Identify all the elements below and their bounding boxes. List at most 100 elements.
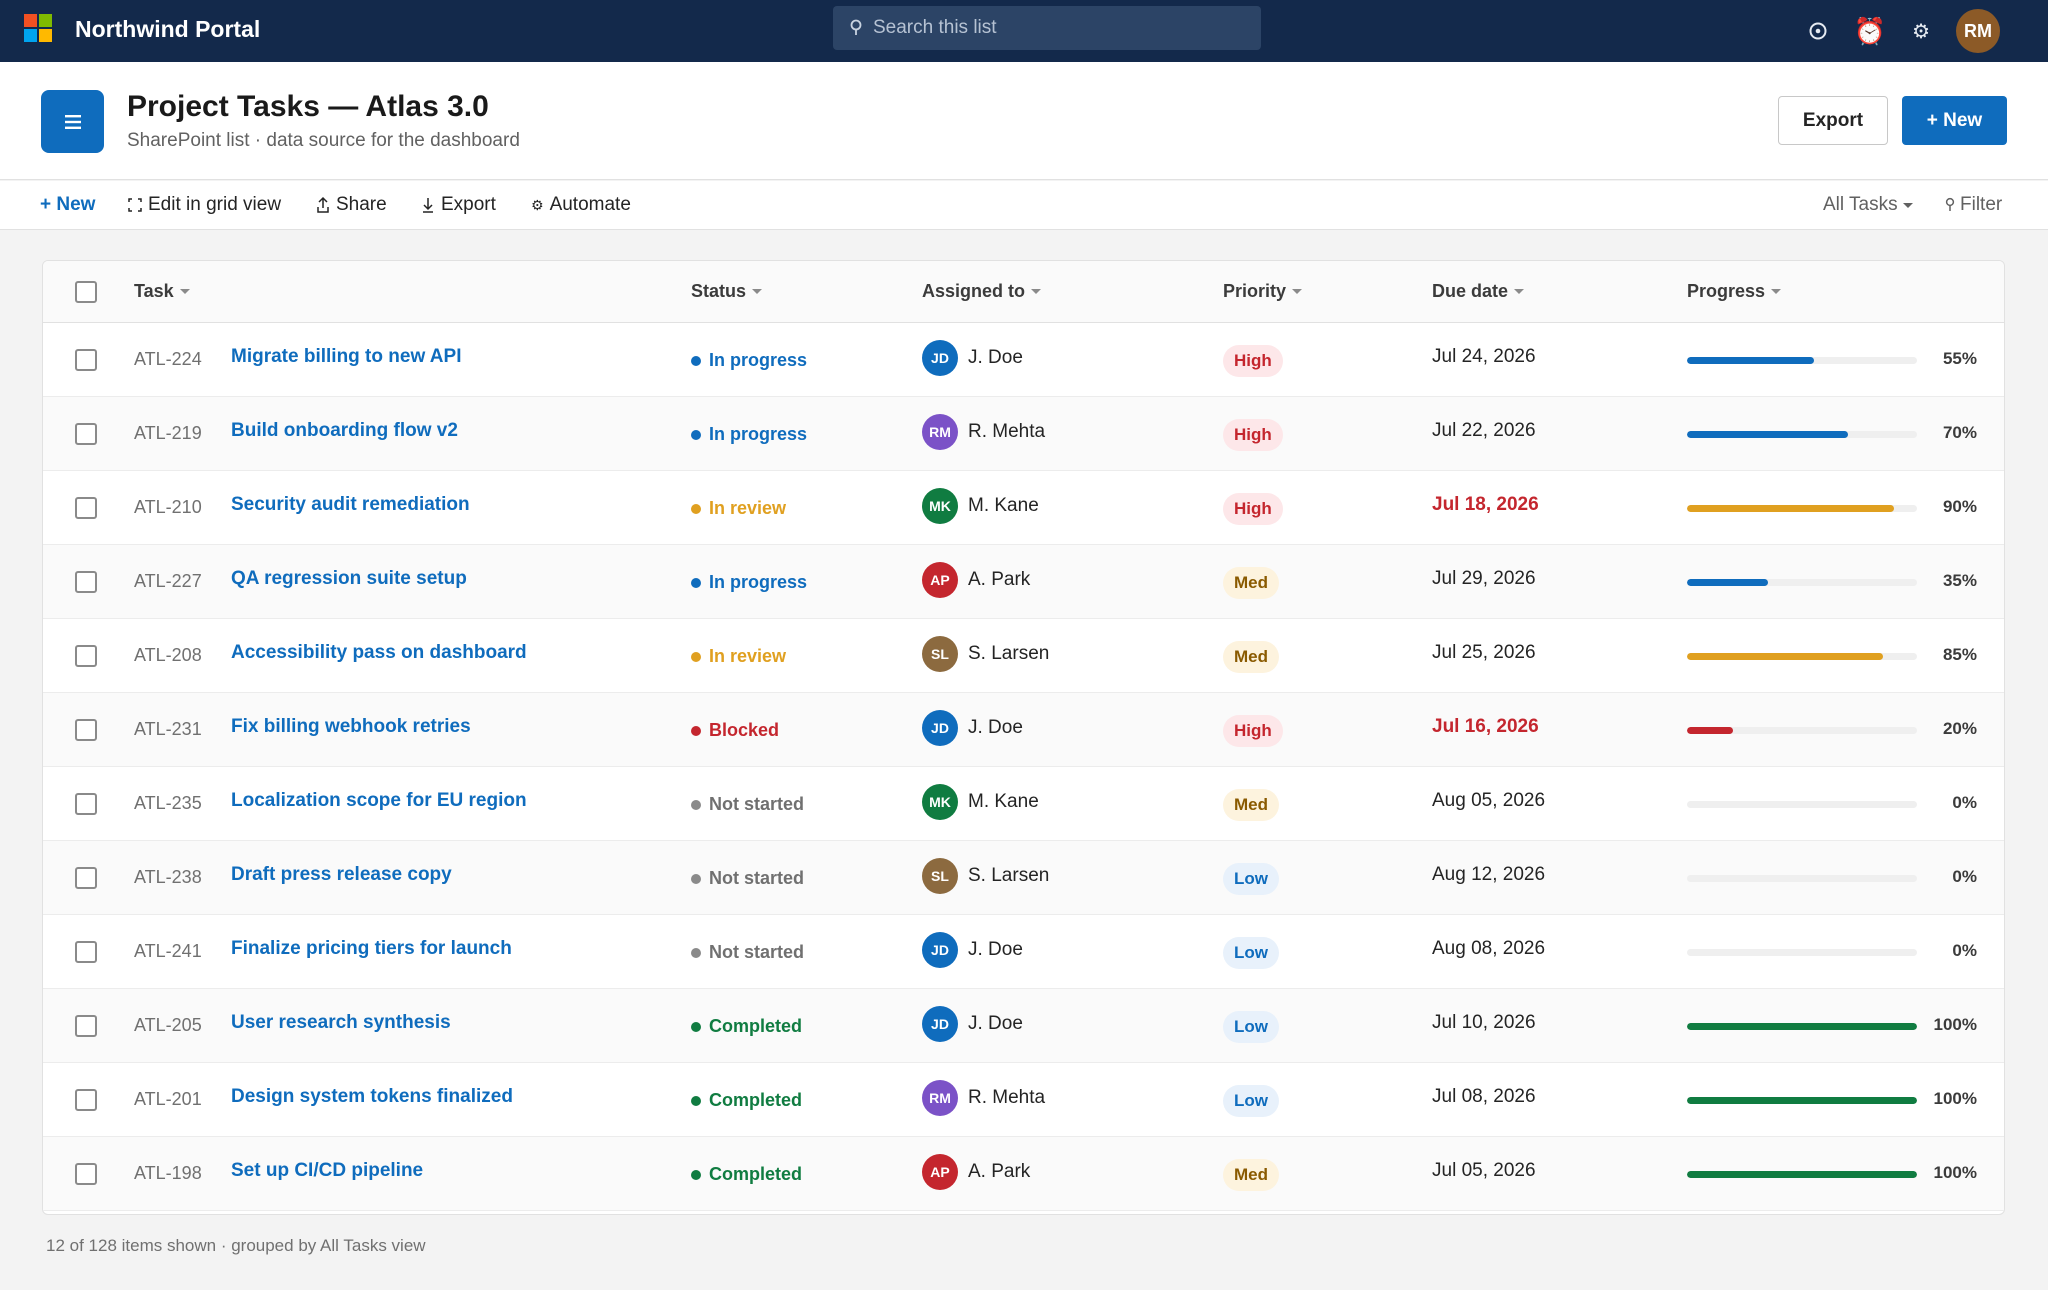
due-date: Jul 25, 2026 <box>1432 642 1536 663</box>
edit-grid-command[interactable]: Edit in grid view <box>128 194 281 216</box>
progress-fill <box>1687 357 1814 364</box>
microsoft-logo-icon[interactable] <box>24 14 52 42</box>
assignee[interactable]: JD J. Doe <box>922 932 1023 968</box>
row-checkbox[interactable] <box>75 867 97 889</box>
view-selector[interactable]: All Tasks <box>1823 194 1913 216</box>
table-row[interactable]: ATL-201 Design system tokens finalized Com… <box>43 1063 2004 1137</box>
column-assigned[interactable]: Assigned to <box>922 281 1042 302</box>
export-command[interactable]: Export <box>421 194 496 216</box>
assignee[interactable]: SL S. Larsen <box>922 636 1049 672</box>
task-title-link[interactable]: Draft press release copy <box>231 864 452 885</box>
gear-icon[interactable]: ⚙ <box>1912 20 1930 43</box>
column-progress[interactable]: Progress <box>1687 281 1782 302</box>
table-row[interactable]: ATL-241 Finalize pricing tiers for launch… <box>43 915 2004 989</box>
row-checkbox[interactable] <box>75 941 97 963</box>
assignee[interactable]: MK M. Kane <box>922 488 1039 524</box>
row-checkbox[interactable] <box>75 349 97 371</box>
row-checkbox[interactable] <box>75 497 97 519</box>
new-button[interactable]: + New <box>1902 96 2007 145</box>
task-id: ATL-208 <box>134 645 202 665</box>
progress-bar <box>1687 1023 1917 1030</box>
automate-command[interactable]: ⚙ Automate <box>531 194 631 216</box>
task-id: ATL-224 <box>134 349 202 369</box>
task-title-link[interactable]: Localization scope for EU region <box>231 790 527 811</box>
column-priority[interactable]: Priority <box>1223 281 1303 302</box>
task-title-link[interactable]: User research synthesis <box>231 1012 451 1033</box>
search-input[interactable] <box>873 17 1233 39</box>
assignee[interactable]: RM R. Mehta <box>922 1080 1045 1116</box>
assignee[interactable]: MK M. Kane <box>922 784 1039 820</box>
table-row[interactable]: ATL-224 Migrate billing to new API In prog… <box>43 323 2004 397</box>
alarm-clock-icon[interactable]: ⏰ <box>1853 15 1887 46</box>
task-title-link[interactable]: Build onboarding flow v2 <box>231 420 458 441</box>
share-command[interactable]: Share <box>316 194 387 216</box>
avatar: JD <box>922 932 958 968</box>
assignee[interactable]: AP A. Park <box>922 1154 1030 1190</box>
status-label: Not started <box>709 942 805 962</box>
task-title-link[interactable]: Finalize pricing tiers for launch <box>231 938 512 959</box>
progress-bar <box>1687 357 1917 364</box>
portal-name[interactable]: Northwind Portal <box>75 16 261 42</box>
task-title-link[interactable]: Migrate billing to new API <box>231 346 462 367</box>
assignee[interactable]: RM R. Mehta <box>922 414 1045 450</box>
user-avatar[interactable]: RM <box>1956 9 2000 53</box>
table-row[interactable]: ATL-219 Build onboarding flow v2 In progre… <box>43 397 2004 471</box>
assignee[interactable]: JD J. Doe <box>922 1006 1023 1042</box>
task-id: ATL-219 <box>134 423 202 443</box>
new-command[interactable]: + New <box>40 194 96 215</box>
row-checkbox[interactable] <box>75 793 97 815</box>
status-indicator: In progress <box>691 350 807 371</box>
assignee[interactable]: SL S. Larsen <box>922 858 1049 894</box>
progress-bar <box>1687 727 1917 734</box>
table-row[interactable]: ATL-210 Security audit remediation In revi… <box>43 471 2004 545</box>
assignee[interactable]: JD J. Doe <box>922 710 1023 746</box>
progress-value: 100% <box>1933 1089 1977 1108</box>
status-indicator: In review <box>691 646 786 667</box>
filter-icon <box>1945 197 1955 211</box>
column-status[interactable]: Status <box>691 281 763 302</box>
automate-label: Automate <box>549 194 631 215</box>
table-row[interactable]: ATL-231 Fix billing webhook retries Blocke… <box>43 693 2004 767</box>
progress-value: 55% <box>1942 349 1977 368</box>
table-row[interactable]: ATL-235 Localization scope for EU region N… <box>43 767 2004 841</box>
help-icon[interactable] <box>1808 21 1828 41</box>
command-bar: + New Edit in grid view Share Export ⚙ A… <box>0 181 2048 230</box>
export-button[interactable]: Export <box>1778 96 1888 145</box>
row-checkbox[interactable] <box>75 423 97 445</box>
avatar: RM <box>922 1080 958 1116</box>
progress-value: 70% <box>1942 423 1977 442</box>
row-checkbox[interactable] <box>75 571 97 593</box>
task-title-link[interactable]: Accessibility pass on dashboard <box>231 642 527 663</box>
column-progress-label: Progress <box>1687 281 1766 301</box>
assignee[interactable]: AP A. Park <box>922 562 1030 598</box>
status-label: In review <box>709 498 787 518</box>
avatar: RM <box>922 414 958 450</box>
task-title-link[interactable]: Design system tokens finalized <box>231 1086 513 1107</box>
select-all-checkbox[interactable] <box>75 281 97 303</box>
filter-command[interactable]: Filter <box>1945 194 2002 216</box>
status-label: Blocked <box>709 720 780 740</box>
table-row[interactable]: ATL-208 Accessibility pass on dashboard In… <box>43 619 2004 693</box>
row-checkbox[interactable] <box>75 1089 97 1111</box>
due-date: Jul 24, 2026 <box>1432 346 1536 367</box>
table-row[interactable]: ATL-227 QA regression suite setup In progr… <box>43 545 2004 619</box>
task-title-link[interactable]: Fix billing webhook retries <box>231 716 471 737</box>
column-task[interactable]: Task <box>134 281 190 302</box>
table-row[interactable]: ATL-238 Draft press release copy Not start… <box>43 841 2004 915</box>
row-checkbox[interactable] <box>75 1163 97 1185</box>
status-label: Completed <box>709 1090 803 1110</box>
row-checkbox[interactable] <box>75 645 97 667</box>
due-date: Aug 08, 2026 <box>1432 938 1546 959</box>
task-title-link[interactable]: Set up CI/CD pipeline <box>231 1160 424 1181</box>
assignee[interactable]: JD J. Doe <box>922 340 1023 376</box>
table-row[interactable]: ATL-205 User research synthesis Completed J… <box>43 989 2004 1063</box>
priority-badge: Med <box>1223 1159 1279 1191</box>
priority-badge: Low <box>1223 863 1279 895</box>
column-due[interactable]: Due date <box>1432 281 1525 302</box>
table-row[interactable]: ATL-198 Set up CI/CD pipeline Completed AP A… <box>43 1137 2004 1211</box>
search-box[interactable] <box>833 6 1261 50</box>
task-title-link[interactable]: QA regression suite setup <box>231 568 467 589</box>
row-checkbox[interactable] <box>75 719 97 741</box>
row-checkbox[interactable] <box>75 1015 97 1037</box>
task-title-link[interactable]: Security audit remediation <box>231 494 470 515</box>
